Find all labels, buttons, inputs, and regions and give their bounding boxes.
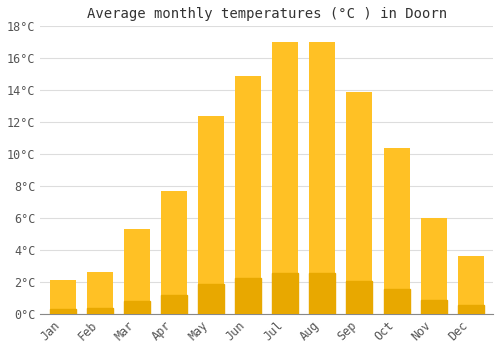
Bar: [235, 278, 261, 314]
Bar: [124, 229, 150, 314]
Bar: [86, 308, 113, 314]
Bar: [161, 191, 187, 314]
Title: Average monthly temperatures (°C ) in Doorn: Average monthly temperatures (°C ) in Do…: [86, 7, 446, 21]
Bar: [346, 92, 372, 314]
Bar: [420, 218, 446, 314]
Bar: [50, 280, 76, 314]
Bar: [310, 42, 336, 314]
Bar: [346, 281, 372, 314]
Bar: [384, 148, 409, 314]
Bar: [198, 116, 224, 314]
Bar: [272, 42, 298, 314]
Bar: [384, 289, 409, 314]
Bar: [161, 295, 187, 314]
Bar: [458, 256, 484, 314]
Bar: [198, 284, 224, 314]
Bar: [458, 305, 484, 314]
Bar: [50, 309, 76, 314]
Bar: [124, 301, 150, 314]
Bar: [86, 272, 113, 314]
Bar: [310, 273, 336, 314]
Bar: [272, 273, 298, 314]
Bar: [235, 76, 261, 314]
Bar: [420, 300, 446, 314]
